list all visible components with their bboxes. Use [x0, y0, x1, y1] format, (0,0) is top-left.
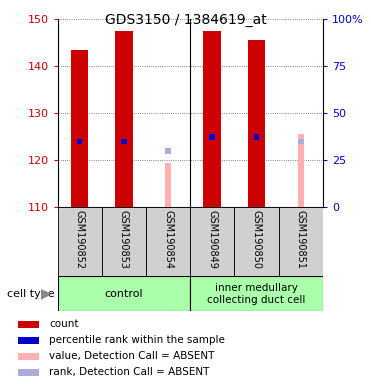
Bar — [77, 139, 82, 144]
Bar — [165, 148, 171, 154]
Bar — [298, 134, 303, 207]
Bar — [234, 207, 279, 276]
Text: value, Detection Call = ABSENT: value, Detection Call = ABSENT — [49, 351, 214, 361]
Bar — [190, 207, 234, 276]
Bar — [279, 207, 323, 276]
Text: GSM190852: GSM190852 — [75, 210, 85, 269]
Bar — [18, 321, 39, 328]
Text: inner medullary
collecting duct cell: inner medullary collecting duct cell — [207, 283, 306, 305]
Bar — [71, 50, 88, 207]
Bar — [298, 139, 303, 144]
Bar — [254, 134, 259, 140]
Text: GDS3150 / 1384619_at: GDS3150 / 1384619_at — [105, 13, 266, 27]
Text: ▶: ▶ — [41, 287, 52, 301]
Bar — [102, 207, 146, 276]
Bar — [190, 276, 323, 311]
Bar — [146, 207, 190, 276]
Text: GSM190849: GSM190849 — [207, 210, 217, 269]
Bar — [58, 276, 190, 311]
Text: GSM190853: GSM190853 — [119, 210, 129, 269]
Text: control: control — [105, 289, 143, 299]
Bar — [165, 163, 171, 207]
Bar — [18, 353, 39, 360]
Bar — [58, 207, 102, 276]
Bar — [121, 139, 127, 144]
Text: count: count — [49, 319, 79, 329]
Text: cell type: cell type — [7, 289, 55, 299]
Text: GSM190850: GSM190850 — [252, 210, 262, 269]
Bar — [247, 40, 265, 207]
Text: percentile rank within the sample: percentile rank within the sample — [49, 335, 225, 345]
Text: rank, Detection Call = ABSENT: rank, Detection Call = ABSENT — [49, 367, 209, 377]
Bar — [203, 31, 221, 207]
Text: GSM190854: GSM190854 — [163, 210, 173, 269]
Bar — [115, 31, 133, 207]
Bar — [209, 134, 215, 140]
Text: GSM190851: GSM190851 — [296, 210, 306, 269]
Bar — [18, 336, 39, 344]
Bar — [18, 369, 39, 376]
